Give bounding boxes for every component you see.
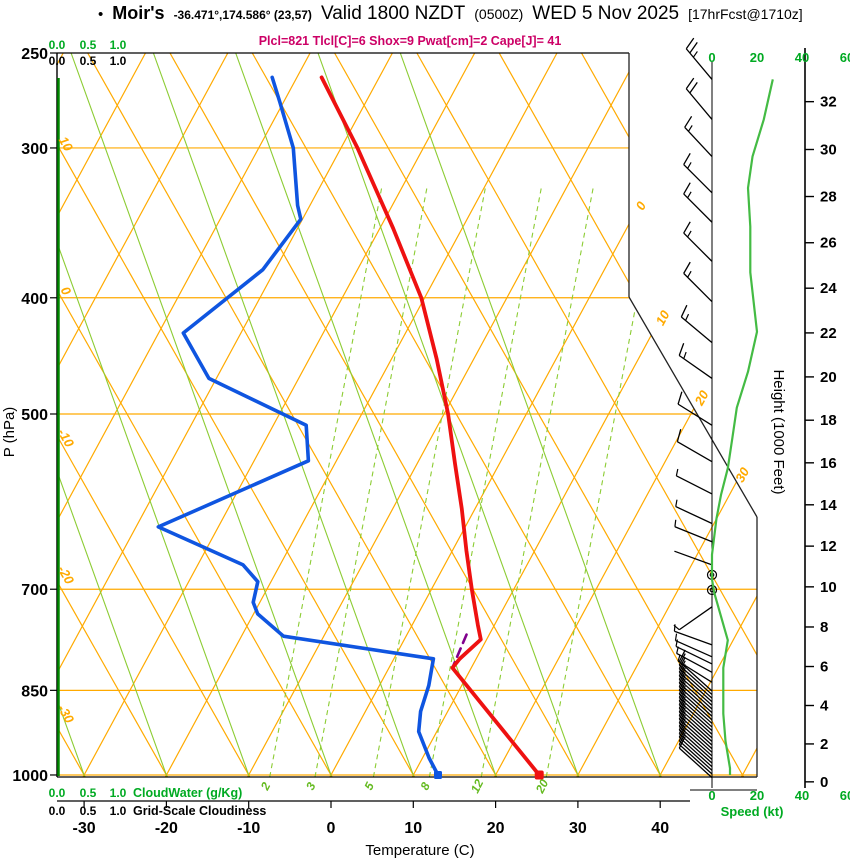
svg-text:8: 8 bbox=[820, 619, 828, 636]
svg-text:32: 32 bbox=[820, 94, 837, 111]
svg-text:5: 5 bbox=[361, 780, 377, 793]
speed-axis-title: Speed (kt) bbox=[721, 804, 784, 819]
svg-text:40: 40 bbox=[795, 50, 809, 65]
svg-text:22: 22 bbox=[820, 325, 837, 342]
svg-text:1.0: 1.0 bbox=[110, 786, 127, 800]
svg-text:1.0: 1.0 bbox=[110, 804, 127, 818]
svg-text:26: 26 bbox=[820, 235, 837, 252]
svg-text:30: 30 bbox=[820, 142, 837, 159]
title-bar: • Moir's -36.471°,174.586° (23,57) Valid… bbox=[98, 3, 850, 25]
pressure-axis-labels: 250 300 400 500 700 850 1000 bbox=[12, 46, 57, 785]
wind-barbs bbox=[673, 37, 713, 779]
pressure-axis-title: P (hPa) bbox=[1, 407, 18, 458]
speed-axis-labels: 00202040406060 bbox=[708, 50, 850, 803]
station-name: Moir's bbox=[112, 3, 165, 23]
temperature-axis-labels: -30 -20 -10 0 10 20 30 40 bbox=[73, 801, 669, 837]
svg-text:10: 10 bbox=[652, 307, 673, 328]
svg-text:40: 40 bbox=[651, 820, 669, 837]
station-coords: -36.471°,174.586° (23,57) bbox=[173, 8, 312, 22]
svg-text:14: 14 bbox=[820, 497, 837, 514]
svg-text:2: 2 bbox=[820, 736, 828, 753]
svg-text:0.0: 0.0 bbox=[49, 786, 66, 800]
sounding-indices-line: Plcl=821 Tlcl[C]=6 Shox=9 Pwat[cm]=2 Cap… bbox=[258, 34, 562, 48]
wind-speed-curve bbox=[710, 79, 774, 775]
svg-text:40: 40 bbox=[795, 788, 809, 803]
svg-text:10: 10 bbox=[404, 820, 422, 837]
forecast-lead-info: [17hrFcst@1710z] bbox=[688, 6, 803, 22]
svg-text:0: 0 bbox=[708, 50, 715, 65]
svg-text:12: 12 bbox=[468, 777, 487, 796]
svg-text:20: 20 bbox=[820, 369, 837, 386]
svg-text:2: 2 bbox=[257, 780, 273, 793]
dewpoint-curve bbox=[156, 75, 440, 777]
cloudwater-scale-title: CloudWater (g/Kg) bbox=[133, 786, 242, 800]
svg-text:0.5: 0.5 bbox=[80, 786, 97, 800]
surface-dewpoint-marker bbox=[433, 770, 442, 779]
svg-text:10: 10 bbox=[820, 579, 837, 596]
svg-text:1.0: 1.0 bbox=[110, 54, 127, 68]
svg-text:-30: -30 bbox=[73, 820, 96, 837]
svg-text:60: 60 bbox=[840, 788, 850, 803]
svg-text:0.5: 0.5 bbox=[80, 804, 97, 818]
svg-text:6: 6 bbox=[820, 659, 828, 676]
svg-text:300: 300 bbox=[21, 141, 48, 158]
svg-text:0.5: 0.5 bbox=[80, 54, 97, 68]
isobar-lines bbox=[57, 147, 757, 776]
svg-text:3: 3 bbox=[303, 780, 319, 793]
svg-text:20: 20 bbox=[691, 387, 712, 408]
svg-text:1.0: 1.0 bbox=[110, 38, 127, 52]
svg-text:-20: -20 bbox=[155, 820, 178, 837]
svg-text:250: 250 bbox=[21, 46, 48, 63]
svg-text:0: 0 bbox=[708, 788, 715, 803]
svg-text:4: 4 bbox=[820, 698, 829, 715]
temperature-axis-title: Temperature (C) bbox=[365, 842, 474, 859]
svg-text:0.0: 0.0 bbox=[49, 54, 66, 68]
svg-text:0.5: 0.5 bbox=[80, 38, 97, 52]
svg-text:400: 400 bbox=[21, 291, 48, 308]
svg-text:30: 30 bbox=[732, 464, 753, 485]
svg-text:700: 700 bbox=[21, 582, 48, 599]
svg-text:60: 60 bbox=[840, 50, 850, 65]
mixing-ratio-grid-labels: 2 3 5 8 12 20 bbox=[257, 777, 551, 796]
svg-text:850: 850 bbox=[21, 683, 48, 700]
svg-text:0.0: 0.0 bbox=[49, 38, 66, 52]
svg-text:24: 24 bbox=[820, 280, 837, 297]
mixing-ratio-lines bbox=[269, 184, 660, 777]
svg-text:20: 20 bbox=[750, 50, 764, 65]
svg-text:18: 18 bbox=[820, 412, 837, 429]
plot-frame bbox=[56, 52, 758, 802]
svg-text:12: 12 bbox=[820, 538, 837, 555]
isotherm-lines bbox=[57, 53, 757, 777]
cloud-scale-rows: 0.0 0.0 0.0 0.0 0.5 0.5 0.5 0.5 1.0 1.0 1.0 1.0 bbox=[49, 38, 127, 818]
height-axis-title: Height (1000 Feet) bbox=[770, 369, 787, 494]
svg-text:1000: 1000 bbox=[12, 768, 48, 785]
svg-text:16: 16 bbox=[820, 455, 837, 472]
svg-text:0.0: 0.0 bbox=[49, 804, 66, 818]
valid-zulu-time: (0500Z) bbox=[474, 6, 524, 22]
valid-time: Valid 1800 NZDT bbox=[320, 3, 466, 24]
svg-text:0: 0 bbox=[327, 820, 336, 837]
cloudiness-scale-title: Grid-Scale Cloudiness bbox=[133, 804, 266, 818]
svg-text:20: 20 bbox=[532, 777, 551, 796]
svg-text:30: 30 bbox=[569, 820, 587, 837]
station-bullet-icon: • bbox=[98, 6, 104, 23]
svg-text:0: 0 bbox=[632, 198, 649, 212]
svg-text:20: 20 bbox=[750, 788, 764, 803]
svg-text:500: 500 bbox=[21, 407, 48, 424]
valid-date: WED 5 Nov 2025 bbox=[532, 3, 680, 24]
temperature-curve bbox=[319, 75, 542, 777]
svg-text:8: 8 bbox=[417, 780, 433, 793]
svg-text:-10: -10 bbox=[237, 820, 260, 837]
surface-temp-marker bbox=[534, 770, 544, 780]
svg-text:0: 0 bbox=[820, 774, 828, 791]
svg-text:28: 28 bbox=[820, 189, 837, 206]
moist-adiabat-lines bbox=[57, 53, 662, 777]
svg-text:20: 20 bbox=[487, 820, 505, 837]
